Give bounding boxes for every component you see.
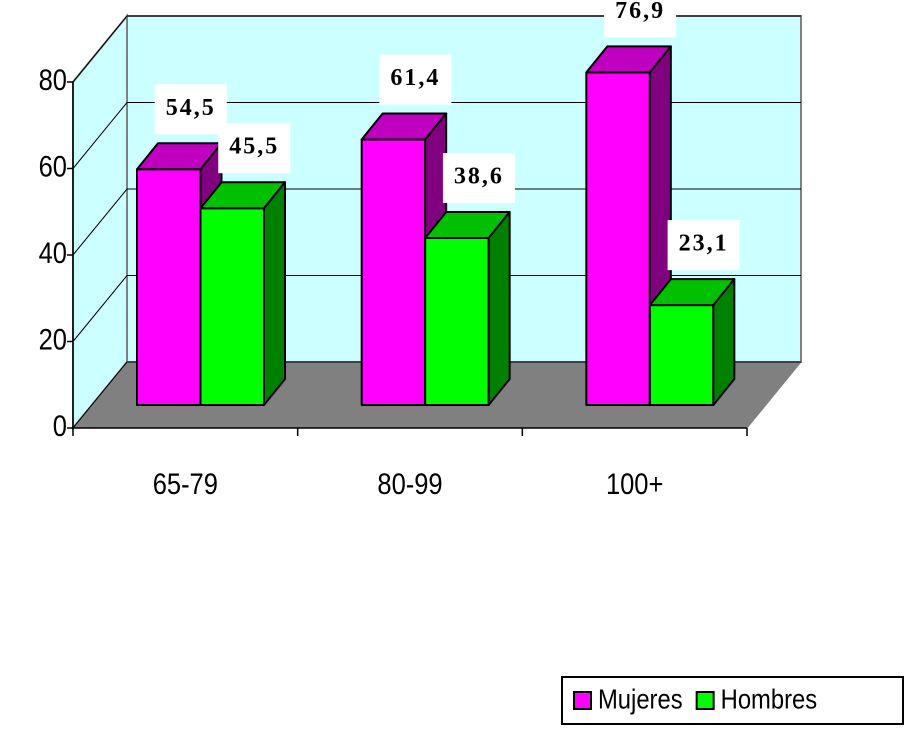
y-tick-label: 60 (39, 149, 67, 182)
value-label: 38,6 (454, 164, 504, 190)
value-label-box (667, 220, 740, 271)
value-label: 45,5 (229, 134, 279, 160)
x-tick-label: 100+ (606, 467, 663, 500)
legend-swatch (573, 691, 592, 710)
legend-label: Mujeres (598, 683, 683, 715)
bar-side (712, 278, 736, 406)
grid-line (72, 102, 801, 169)
grid-line (72, 361, 801, 429)
value-label-box (154, 84, 227, 135)
bar-side (263, 181, 286, 406)
value-label-box (604, 0, 677, 38)
bar-front (648, 304, 715, 406)
y-tick-label: 0 (53, 409, 67, 442)
bar-front (424, 237, 490, 406)
value-label: 23,1 (679, 231, 729, 257)
x-tick-label: 80-99 (377, 467, 442, 500)
value-label-box (218, 123, 291, 174)
grid-line (72, 15, 801, 83)
value-label: 54,5 (166, 95, 216, 121)
grid-line (72, 275, 801, 342)
y-tick-label: 80 (39, 63, 67, 96)
legend-box (561, 676, 904, 725)
y-tick-label: 40 (39, 236, 67, 269)
value-label: 76,9 (615, 0, 665, 24)
value-label: 61,4 (390, 65, 440, 91)
legend-label: Hombres (721, 683, 818, 715)
grid-line (72, 188, 801, 256)
value-label-box (442, 153, 515, 204)
bar-front (585, 71, 651, 406)
y-tick-label: 20 (39, 322, 67, 355)
x-tick-label: 65-79 (153, 467, 218, 500)
bar-front (360, 138, 427, 406)
bar-front (199, 207, 265, 406)
value-label-box (379, 54, 452, 105)
bar-side (487, 211, 511, 406)
bar-front (136, 168, 202, 406)
legend-swatch (695, 691, 715, 710)
